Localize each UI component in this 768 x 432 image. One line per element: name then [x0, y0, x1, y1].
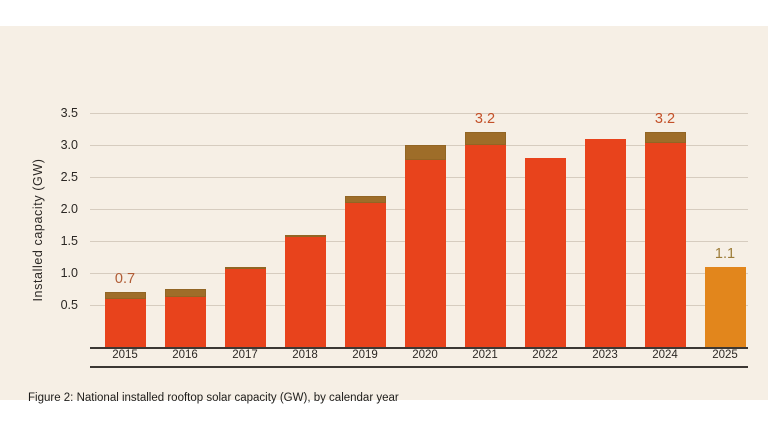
x-axis-tick-label-2023: 2023	[592, 349, 618, 361]
x-axis-tick-label-2020: 2020	[412, 349, 438, 361]
bar-value-label-2024: 3.2	[654, 111, 676, 128]
bar-2015	[104, 292, 146, 347]
y-axis-tick-label: 1.0	[60, 266, 78, 280]
figure-caption: Figure 2: National installed rooftop sol…	[28, 392, 399, 404]
bar-2022	[524, 157, 566, 347]
x-axis-tick-label-2017: 2017	[232, 349, 258, 361]
bar-2020	[404, 145, 446, 347]
x-axis-tick-label-2022: 2022	[532, 349, 558, 361]
bar-cap-2015	[104, 292, 146, 300]
y-axis-tick-label: 3.0	[60, 138, 78, 152]
x-axis-bottom-rule	[90, 366, 748, 368]
x-axis-line	[90, 347, 748, 349]
y-axis-tick-label: 0.5	[60, 298, 78, 312]
x-axis-tick-label-2016: 2016	[172, 349, 198, 361]
bar-2016	[164, 289, 206, 347]
y-axis-tick-label: 2.5	[60, 170, 78, 184]
bar-2017	[224, 266, 266, 347]
bar-cap-2019	[344, 196, 386, 203]
x-axis-tick-label-2019: 2019	[352, 349, 378, 361]
bar-value-label-2025: 1.1	[714, 245, 736, 262]
x-axis-tick-label-2024: 2024	[652, 349, 678, 361]
bar-value-label-2015: 0.7	[114, 271, 136, 288]
bar-cap-2018	[284, 234, 326, 237]
figure-background: Installed capacity (GW) 0.5 1.0 1.5 2.0 2.5 3…	[0, 26, 768, 404]
bar-2018	[284, 234, 326, 347]
bar-cap-2016	[164, 289, 206, 298]
bar-value-label-2021: 3.2	[474, 111, 496, 128]
x-axis-tick-label-2025: 2025	[712, 349, 738, 361]
x-axis-tick-label-2021: 2021	[472, 349, 498, 361]
bar-cap-2020	[404, 145, 446, 160]
gridline	[90, 113, 748, 114]
bar-2024	[644, 132, 686, 347]
bar-cap-2024	[644, 132, 686, 144]
bar-cap-2021	[464, 132, 506, 145]
bar-2019	[344, 196, 386, 347]
x-axis-tick-label-2018: 2018	[292, 349, 318, 361]
y-axis-tick-label: 2.0	[60, 202, 78, 216]
bar-2021	[464, 132, 506, 347]
bar-cap-2017	[224, 266, 266, 269]
x-axis-tick-label-2015: 2015	[112, 349, 138, 361]
bar-2025	[704, 266, 746, 347]
bar-chart: Installed capacity (GW) 0.5 1.0 1.5 2.0 2.5 3…	[0, 26, 768, 426]
y-axis-tick-label: 1.5	[60, 234, 78, 248]
bar-2023	[584, 138, 626, 347]
y-axis-tick-label: 3.5	[60, 106, 78, 120]
